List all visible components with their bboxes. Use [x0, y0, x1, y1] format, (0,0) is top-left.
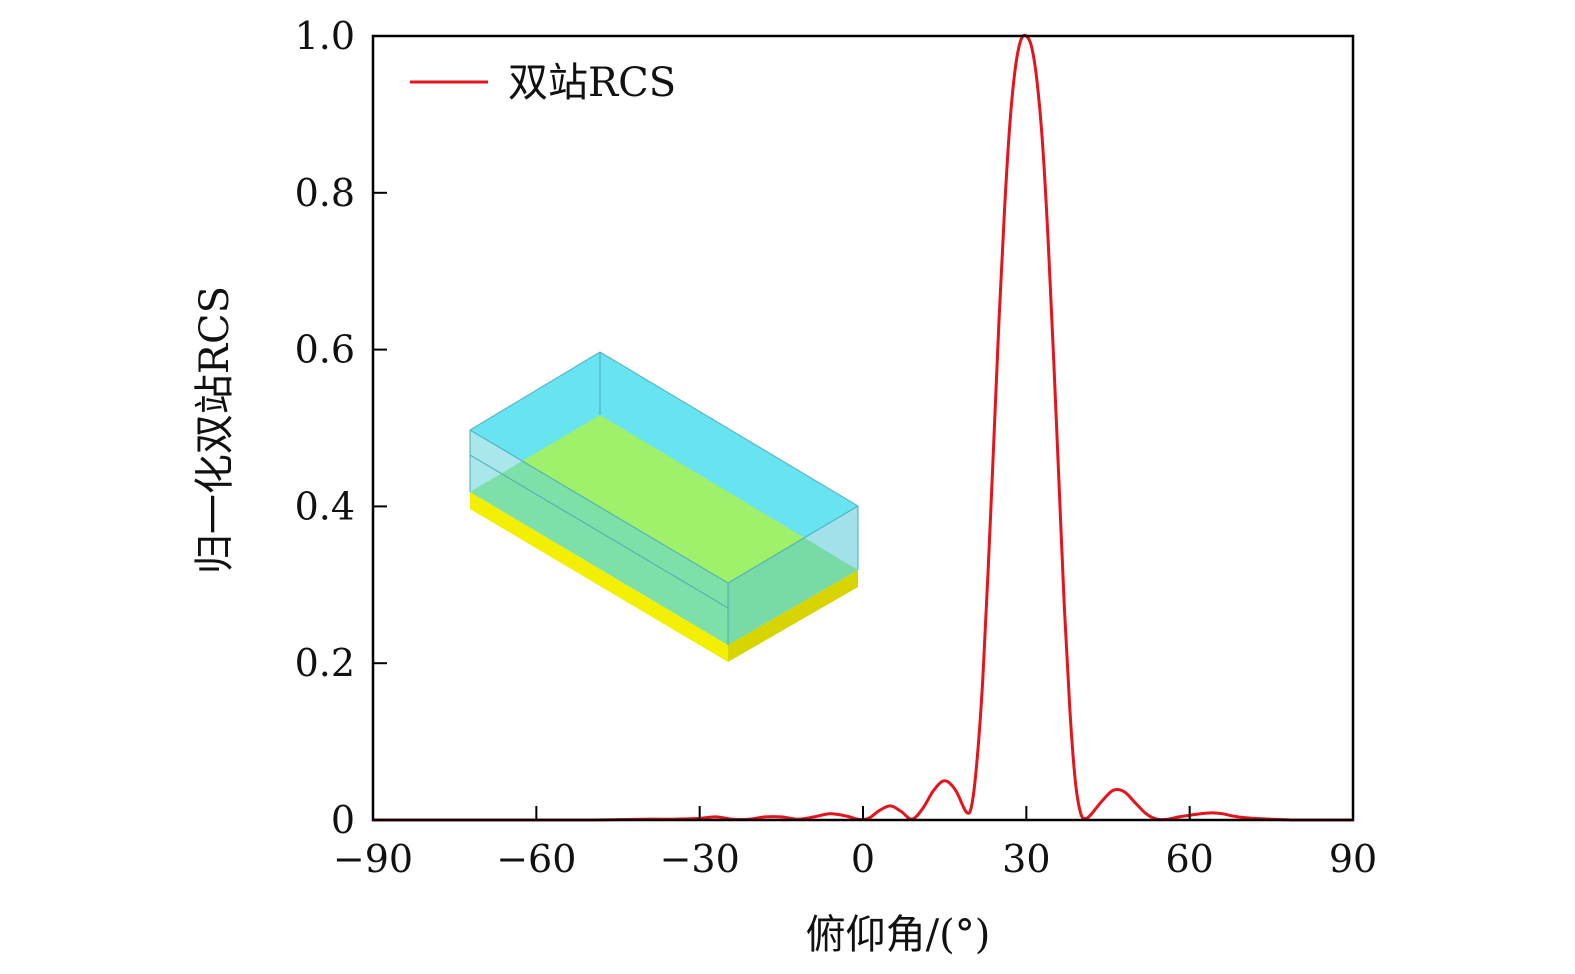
y-tick-label: 1.0 [295, 14, 355, 58]
x-tick-label: 0 [851, 837, 875, 881]
y-tick-label: 0.2 [295, 641, 355, 685]
y-axis-title: 归一化双站RCS [192, 286, 238, 574]
box-base-yellow-right [728, 570, 858, 662]
y-tick-label: 0.8 [295, 171, 355, 215]
box-right-face [728, 506, 858, 645]
box-front-face [470, 430, 728, 645]
box-edge [469, 429, 729, 584]
y-axis: 0 0.2 0.4 0.6 0.8 1.0 [295, 14, 387, 842]
box-base-yellow-front [470, 492, 728, 662]
box-edge [469, 351, 601, 431]
x-tick-label: −90 [333, 837, 413, 881]
x-tick-label: −60 [496, 837, 576, 881]
x-axis: −90 −60 −30 0 30 60 90 [333, 806, 1377, 881]
box-edge [469, 454, 729, 609]
x-tick-label: 90 [1329, 837, 1377, 881]
y-tick-label: 0 [331, 798, 355, 842]
legend-label: 双站RCS [508, 60, 676, 106]
y-tick-label: 0.6 [295, 328, 355, 372]
legend: 双站RCS [410, 60, 676, 106]
x-tick-label: 30 [1002, 837, 1050, 881]
x-axis-title: 俯仰角/(°) [806, 912, 991, 958]
x-tick-label: 60 [1165, 837, 1213, 881]
y-tick-label: 0.4 [295, 484, 355, 528]
box-illustration [469, 351, 859, 662]
box-edge [599, 351, 859, 507]
x-tick-label: −30 [660, 837, 740, 881]
box-edge [727, 505, 859, 584]
